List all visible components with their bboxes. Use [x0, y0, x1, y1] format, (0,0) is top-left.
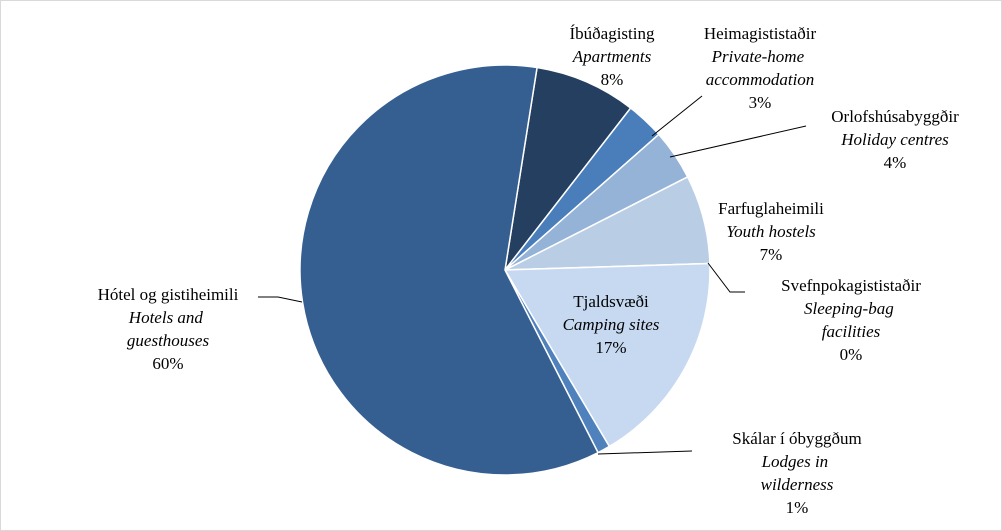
leader-line [258, 296, 303, 303]
slice-label-en: Camping sites [563, 315, 660, 334]
value-label: 4% [884, 153, 907, 172]
slice-label: Farfuglaheimili [718, 199, 824, 218]
value-label: 7% [760, 245, 783, 264]
leader-line [669, 125, 807, 158]
leader-line [651, 95, 703, 137]
leader-line [597, 450, 693, 455]
slice-label: Íbúðagisting [570, 24, 655, 43]
slice-label-en: Private-home accommodation [706, 47, 815, 89]
slice-label-en: Sleeping-bag facilities [804, 299, 898, 341]
leader-line [707, 262, 745, 293]
value-label: 17% [595, 338, 626, 357]
value-label: 3% [749, 93, 772, 112]
slice-label: Hótel og gistiheimili [98, 285, 239, 304]
slice-label: Tjaldsvæði [573, 292, 649, 311]
slice-label: Heimagististaðir [704, 24, 817, 43]
slice-label: Skálar í óbyggðum [732, 429, 861, 448]
pie-slice [299, 64, 600, 476]
value-label: 8% [601, 70, 624, 89]
slice-label-en: Lodges in wilderness [761, 452, 834, 494]
value-label: 0% [840, 345, 863, 364]
slice-label-en: Youth hostels [726, 222, 816, 241]
slice-label: Orlofshúsabyggðir [831, 107, 959, 126]
pie-slice [504, 66, 632, 271]
value-label: 60% [152, 354, 183, 373]
pie-slice [503, 262, 711, 448]
value-label: 1% [786, 498, 809, 517]
slice-label-en: Holiday centres [840, 130, 949, 149]
slice-label-en: Hotels and guesthouses [127, 308, 210, 350]
slice-label: Svefnpokagististaðir [781, 276, 921, 295]
slice-label-en: Apartments [572, 47, 652, 66]
